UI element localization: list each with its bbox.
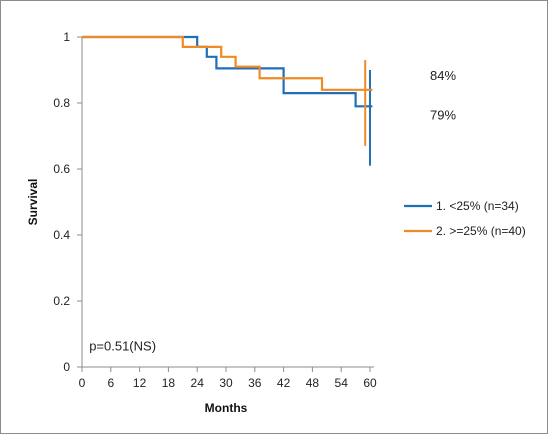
x-tick-label: 60	[363, 376, 377, 390]
x-tick-label: 30	[219, 376, 233, 390]
x-tick-label: 24	[191, 376, 205, 390]
series-1-line	[82, 35, 373, 108]
x-tick-label: 12	[133, 376, 147, 390]
y-tick-label: 0	[63, 360, 70, 374]
legend: 1. <25% (n=34) 2. >=25% (n=40)	[404, 199, 526, 238]
y-axis-title: Survival	[26, 179, 40, 226]
y-tick-label: 1	[63, 30, 70, 44]
annotation-2: 79%	[430, 108, 456, 123]
x-tick-label: 42	[277, 376, 291, 390]
x-tick-label: 36	[248, 376, 262, 390]
x-tick-label: 18	[162, 376, 176, 390]
annotations: 84% 79% p=0.51(NS)	[89, 68, 456, 354]
annotation-1: 84%	[430, 68, 456, 83]
y-tick-label: 0.6	[53, 162, 70, 176]
x-tick-label: 54	[335, 376, 349, 390]
x-tick-label: 6	[107, 376, 114, 390]
axes: 0 0.2 0.4 0.6 0.8 1 0 6 12 18 24 30 36 42 48 54 60 Months…	[26, 30, 377, 415]
curves	[82, 35, 373, 166]
legend-label-2: 2. >=25% (n=40)	[436, 224, 526, 238]
annotation-3: p=0.51(NS)	[89, 339, 156, 354]
x-axis-title: Months	[205, 401, 248, 415]
legend-label-1: 1. <25% (n=34)	[436, 199, 519, 213]
x-tick-label: 0	[79, 376, 86, 390]
y-tick-label: 0.2	[53, 294, 70, 308]
y-tick-label: 0.8	[53, 96, 70, 110]
x-tick-label: 48	[306, 376, 320, 390]
series-2-line	[82, 35, 373, 91]
y-tick-label: 0.4	[53, 228, 70, 242]
